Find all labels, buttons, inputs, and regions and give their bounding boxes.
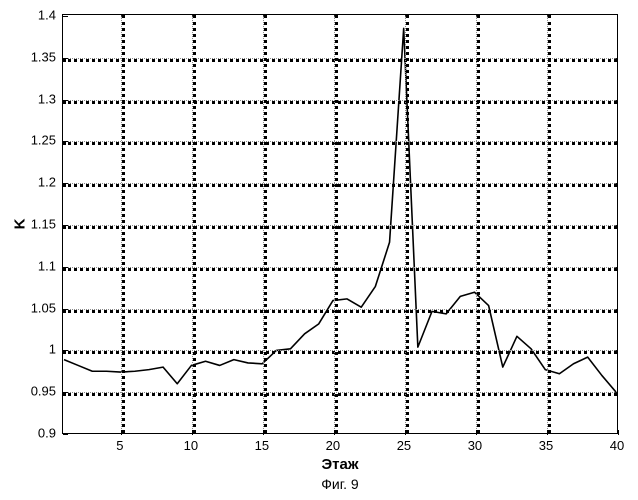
y-tick <box>63 267 68 268</box>
y-tick <box>63 434 68 435</box>
x-tick-label: 15 <box>255 438 269 453</box>
gridline-v <box>547 15 551 433</box>
y-tick <box>63 16 68 17</box>
y-tick <box>63 309 68 310</box>
gridline-h <box>63 225 617 229</box>
y-tick-label: 1.25 <box>31 133 56 148</box>
y-tick-label: 0.9 <box>38 426 56 441</box>
y-axis-label: K <box>12 219 29 230</box>
gridline-v <box>405 15 409 433</box>
gridline-v <box>334 15 338 433</box>
x-tick <box>192 430 193 435</box>
gridline-v <box>263 15 267 433</box>
x-tick-label: 5 <box>116 438 123 453</box>
y-tick-label: 1 <box>49 342 56 357</box>
line-series <box>63 15 617 433</box>
x-tick-label: 30 <box>468 438 482 453</box>
y-tick-label: 1.15 <box>31 217 56 232</box>
x-tick <box>334 430 335 435</box>
x-tick <box>263 430 264 435</box>
y-tick <box>63 225 68 226</box>
x-tick <box>405 430 406 435</box>
gridline-h <box>63 141 617 145</box>
y-tick-label: 1.35 <box>31 49 56 64</box>
gridline-h <box>63 392 617 396</box>
gridline-h <box>63 100 617 104</box>
x-tick <box>121 430 122 435</box>
figure: Этаж K Фиг. 9 0.9 0.95 1 1.05 1.1 1.15 1.2 1.25… <box>0 0 638 500</box>
x-axis-label: Этаж <box>322 456 359 473</box>
gridline-v <box>192 15 196 433</box>
x-tick <box>476 430 477 435</box>
x-tick-label: 10 <box>184 438 198 453</box>
y-tick <box>63 141 68 142</box>
y-tick-label: 1.1 <box>38 258 56 273</box>
y-tick-label: 0.95 <box>31 384 56 399</box>
gridline-h <box>63 309 617 313</box>
y-tick <box>63 100 68 101</box>
y-tick <box>63 58 68 59</box>
gridline-v <box>476 15 480 433</box>
y-tick-label: 1.4 <box>38 8 56 23</box>
y-tick-label: 1.2 <box>38 175 56 190</box>
plot-area <box>62 14 618 434</box>
y-tick <box>63 350 68 351</box>
y-tick-label: 1.3 <box>38 91 56 106</box>
x-tick <box>547 430 548 435</box>
gridline-h <box>63 58 617 62</box>
y-tick <box>63 183 68 184</box>
gridline-v <box>121 15 125 433</box>
x-tick-label: 25 <box>397 438 411 453</box>
gridline-h <box>63 350 617 354</box>
figure-caption: Фиг. 9 <box>321 476 358 492</box>
x-tick-label: 20 <box>326 438 340 453</box>
y-tick-label: 1.05 <box>31 300 56 315</box>
x-tick <box>618 430 619 435</box>
series-line <box>64 28 616 392</box>
y-tick <box>63 392 68 393</box>
gridline-h <box>63 183 617 187</box>
gridline-h <box>63 267 617 271</box>
x-tick-label: 40 <box>610 438 624 453</box>
x-tick-label: 35 <box>539 438 553 453</box>
